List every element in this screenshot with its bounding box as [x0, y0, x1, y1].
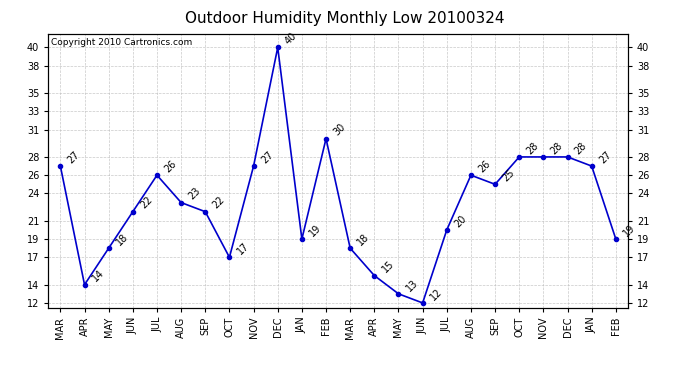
- Text: 27: 27: [66, 149, 82, 165]
- Text: 17: 17: [235, 241, 250, 256]
- Text: 22: 22: [139, 195, 155, 211]
- Text: 22: 22: [211, 195, 227, 211]
- Text: 28: 28: [573, 140, 589, 156]
- Text: Copyright 2010 Cartronics.com: Copyright 2010 Cartronics.com: [51, 38, 193, 47]
- Text: 40: 40: [284, 31, 299, 46]
- Text: 12: 12: [428, 286, 444, 302]
- Text: Outdoor Humidity Monthly Low 20100324: Outdoor Humidity Monthly Low 20100324: [185, 11, 505, 26]
- Text: 18: 18: [115, 232, 130, 248]
- Text: 18: 18: [356, 232, 371, 248]
- Text: 28: 28: [549, 140, 564, 156]
- Text: 26: 26: [163, 159, 178, 174]
- Text: 27: 27: [598, 149, 613, 165]
- Text: 23: 23: [187, 186, 202, 202]
- Text: 19: 19: [308, 222, 323, 238]
- Text: 19: 19: [622, 222, 637, 238]
- Text: 25: 25: [501, 168, 517, 183]
- Text: 15: 15: [380, 259, 395, 275]
- Text: 27: 27: [259, 149, 275, 165]
- Text: 14: 14: [90, 268, 106, 284]
- Text: 28: 28: [525, 140, 540, 156]
- Text: 30: 30: [332, 122, 347, 138]
- Text: 20: 20: [453, 213, 468, 229]
- Text: 13: 13: [404, 277, 420, 293]
- Text: 26: 26: [477, 159, 492, 174]
